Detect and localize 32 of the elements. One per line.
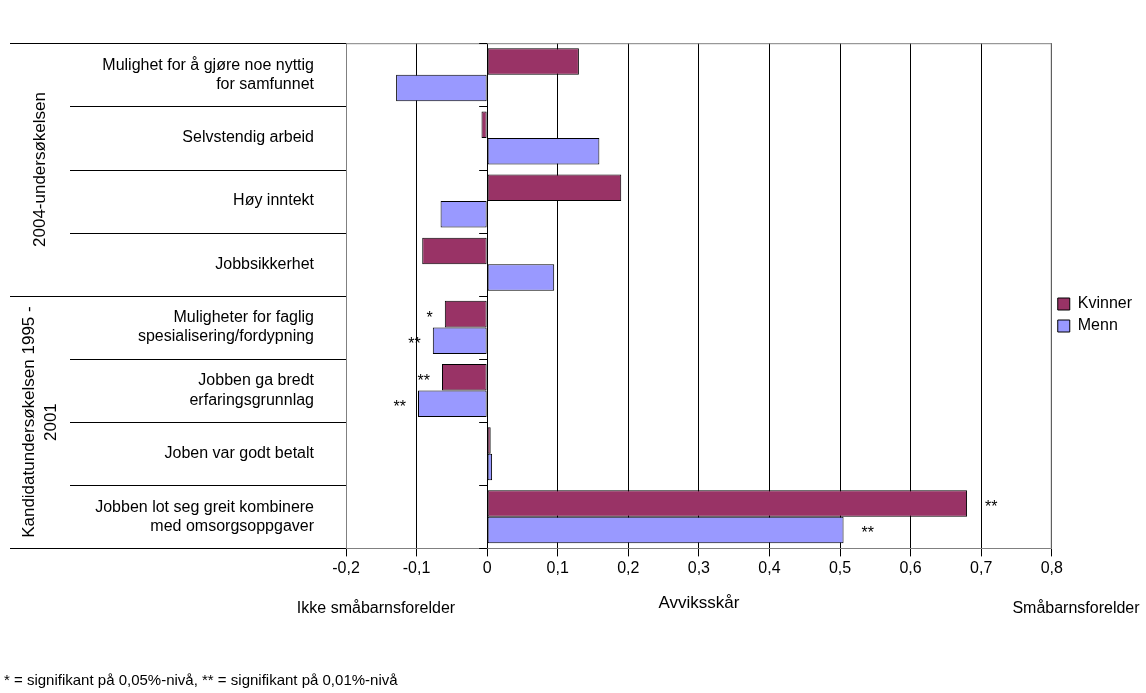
y-tick-label: Jobben ga bredt erfaringsgrunnlag — [189, 371, 315, 408]
x-axis-title: Avviksskår — [658, 593, 740, 613]
x-tick-label: 0,3 — [687, 559, 711, 577]
annotation: ** — [985, 497, 998, 515]
annotation: ** — [417, 371, 430, 389]
text: Ikke småbarnsforelder — [296, 598, 456, 616]
x-tick-label: 0,6 — [899, 559, 922, 577]
x-tick-label: 0,4 — [758, 559, 781, 577]
text: * = signifikant på 0,05%-nivå, ** = signifikant på 0,01%-nivå — [4, 671, 399, 689]
x-tick-label: -0,1 — [402, 559, 431, 577]
text: Småbarnsforelder — [1012, 598, 1141, 616]
x-tick-label: 0,8 — [1040, 559, 1063, 577]
y-tick-label: Joben var godt betalt — [164, 444, 315, 462]
legend-label: Menn — [1077, 316, 1118, 334]
y-tick-label: Selvstendig arbeid — [182, 128, 314, 146]
y-tick-label: Jobben lot seg greit kombinere med omsorgsoppgaver — [95, 497, 315, 534]
x-tick-label: 0,5 — [828, 559, 852, 577]
annotation: ** — [393, 398, 406, 416]
legend-label: Kvinner — [1077, 294, 1133, 312]
y-tick-label: Jobbsikkerhet — [215, 254, 315, 272]
annotation: ** — [861, 524, 875, 542]
x-tick-label: 0,2 — [617, 559, 640, 577]
x-tick-label: 0 — [482, 559, 492, 577]
x-tick-label: 0,1 — [546, 559, 569, 577]
y-tick-label: Mulighet for å gjøre noe nyttig for samfunnet — [102, 55, 315, 92]
x-tick-label: -0,2 — [332, 559, 360, 577]
text: Kandidatundersøkelsen 1995 - 2001 — [18, 306, 60, 538]
annotation: * — [426, 308, 433, 326]
y-tick-label: Muligheter for faglig spesialisering/fordypning — [137, 308, 314, 345]
text: 2004-undersøkelsen — [29, 92, 49, 247]
x-tick-label: 0,7 — [970, 559, 993, 577]
y-tick-label: Høy inntekt — [233, 191, 315, 209]
